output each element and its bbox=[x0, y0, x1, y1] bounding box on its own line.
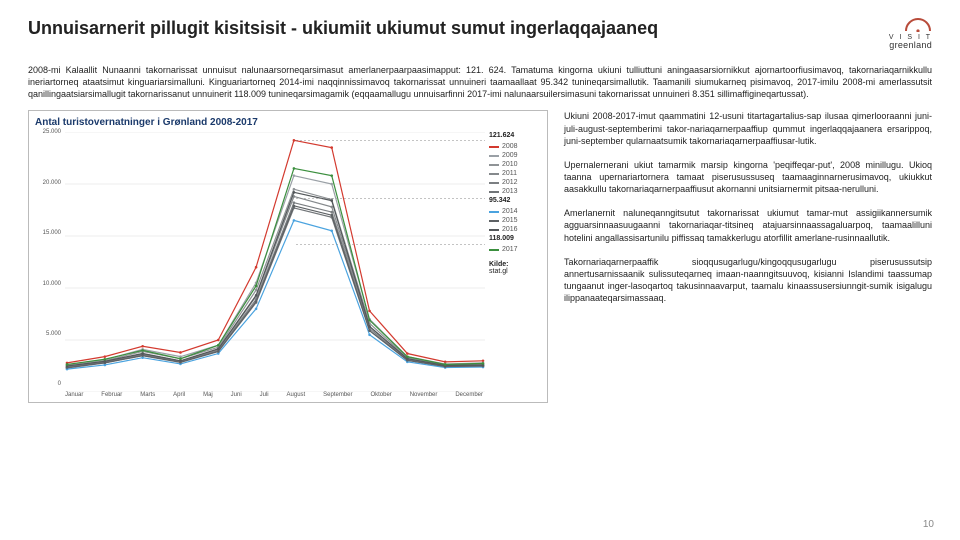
chart-title: Antal turistovernatninger i Grønland 200… bbox=[35, 117, 541, 128]
chart-plot: 05.00010.00015.00020.00025.000 JanuarFeb… bbox=[35, 132, 485, 398]
legend-item: 2013 bbox=[489, 188, 541, 195]
side-p3: Amerlanernit naluneqanngitsutut takornar… bbox=[564, 207, 932, 243]
chart-container: Antal turistovernatninger i Grønland 200… bbox=[28, 110, 548, 403]
legend-item: 2015 bbox=[489, 217, 541, 224]
brand-logo: V I S I T greenland bbox=[889, 18, 932, 50]
source-label: Kilde: bbox=[489, 261, 541, 268]
legend-item: 2011 bbox=[489, 170, 541, 177]
legend-item: 2012 bbox=[489, 179, 541, 186]
side-column: Ukiuni 2008-2017-imut qaammatini 12-usun… bbox=[564, 110, 932, 403]
callout-max: 121.624 bbox=[489, 132, 541, 139]
logo-arc-icon bbox=[904, 18, 932, 32]
legend-item: 2016 bbox=[489, 226, 541, 233]
page-number: 10 bbox=[923, 519, 934, 530]
page-title: Unnuisarnerit pillugit kisitsisit - ukiu… bbox=[28, 18, 658, 39]
side-p2: Upernalernerani ukiut tamarmik marsip ki… bbox=[564, 159, 932, 195]
side-p1: Ukiuni 2008-2017-imut qaammatini 12-usun… bbox=[564, 110, 932, 146]
source-value: stat.gl bbox=[489, 268, 508, 275]
legend-item: 2009 bbox=[489, 152, 541, 159]
legend-item: 2017 bbox=[489, 246, 541, 253]
chart-legend: 121.624 20082009201020112012201395.34220… bbox=[485, 132, 541, 398]
intro-paragraph: 2008-mi Kalaallit Nunaanni takornarissat… bbox=[28, 64, 932, 100]
logo-brand: greenland bbox=[889, 41, 932, 50]
legend-item: 2010 bbox=[489, 161, 541, 168]
legend-item: 2014 bbox=[489, 208, 541, 215]
side-p4: Takornariaqarnerpaaffik sioqqusugarlugu/… bbox=[564, 256, 932, 305]
legend-item: 2008 bbox=[489, 143, 541, 150]
